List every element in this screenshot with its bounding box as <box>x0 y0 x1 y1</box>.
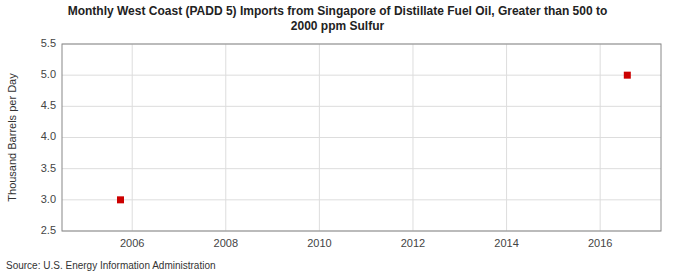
x-tick-label: 2014 <box>494 237 518 249</box>
x-tick-label: 2010 <box>307 237 331 249</box>
y-tick-label: 2.5 <box>41 224 56 236</box>
x-tick-label: 2012 <box>401 237 425 249</box>
point <box>117 196 124 203</box>
grid-line <box>62 75 661 76</box>
plot-frame <box>62 44 661 231</box>
x-tick-label: 2006 <box>120 237 144 249</box>
y-axis-label: Thousand Barrels per Day <box>6 73 18 202</box>
point <box>624 72 631 79</box>
y-tick-label: 4.5 <box>41 99 56 111</box>
y-tick-label: 3.0 <box>41 193 56 205</box>
grid-line <box>62 106 661 107</box>
points <box>117 72 631 204</box>
grid-line <box>62 137 661 138</box>
grid-line <box>225 44 226 231</box>
grid-line <box>62 168 661 169</box>
y-tick-label: 5.5 <box>41 37 56 49</box>
title: Monthly West Coast (PADD 5) Imports from… <box>68 4 608 18</box>
source-note: Source: U.S. Energy Information Administ… <box>6 260 216 271</box>
grid <box>62 44 661 231</box>
axes: 2.5 3.0 3.5 4.0 4.5 5.0 5.5 2006 2008 2010 2012 201… <box>41 37 661 249</box>
grid-line <box>506 44 507 231</box>
grid-line <box>62 199 661 200</box>
chart: 2.5 3.0 3.5 4.0 4.5 5.0 5.5 2006 2008 2010 2012 201… <box>0 0 675 275</box>
x-tick-label: 2008 <box>214 237 238 249</box>
y-tick-label: 5.0 <box>41 68 56 80</box>
grid-line <box>132 44 133 231</box>
y-tick-label: 3.5 <box>41 162 56 174</box>
title-group: Monthly West Coast (PADD 5) Imports from… <box>68 4 608 33</box>
title: 2000 ppm Sulfur <box>291 19 385 33</box>
grid-line <box>412 44 413 231</box>
plot-area <box>62 44 661 231</box>
x-tick-label: 2016 <box>588 237 612 249</box>
grid-line <box>600 44 601 231</box>
grid-line <box>319 44 320 231</box>
y-tick-label: 4.0 <box>41 130 56 142</box>
